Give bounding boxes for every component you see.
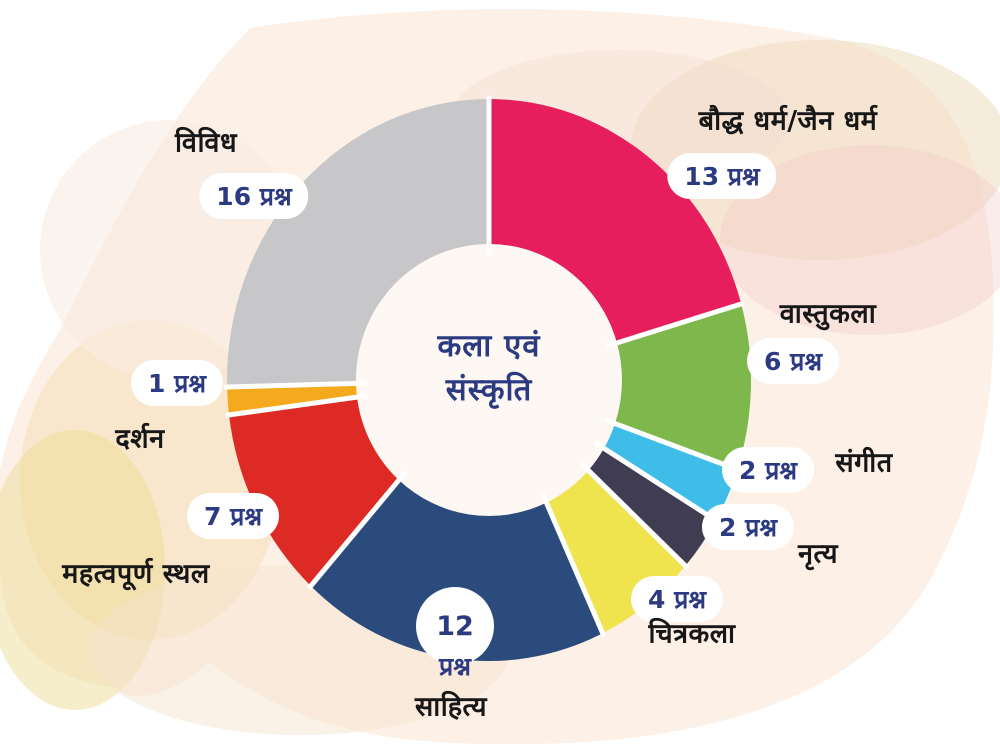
segment-separator — [606, 300, 745, 349]
donut-segment-dance — [588, 448, 716, 566]
label-philosophy: दर्शन — [115, 423, 165, 455]
donut-segment-literature — [310, 479, 603, 662]
watermark-patch — [630, 40, 1000, 260]
label-miscellaneous: विविध — [174, 127, 238, 159]
donut-hole — [356, 244, 622, 516]
segment-separator — [223, 380, 367, 390]
badge-literature-count: 12 — [416, 587, 494, 665]
badge-literature-unit: प्रश्न — [439, 652, 471, 681]
segment-separator — [539, 491, 607, 638]
label-dance: नृत्य — [798, 538, 838, 570]
label-music: संगीत — [835, 447, 893, 479]
donut-segment-miscellaneous — [227, 99, 490, 387]
label-painting: चित्रकला — [648, 618, 736, 650]
donut-segment-philosophy — [227, 383, 357, 415]
label-important-places: महत्वपूर्ण स्थल — [62, 558, 210, 590]
watermark-patch — [720, 145, 1000, 335]
badge-miscellaneous: 16 प्रश्न — [199, 173, 309, 219]
segment-separator — [604, 417, 742, 473]
donut-segment-important-places — [229, 396, 399, 586]
donut-segment-buddhism-jainism — [489, 99, 742, 344]
donut-segment-architecture — [615, 303, 752, 470]
badge-music: 2 प्रश्न — [722, 447, 814, 493]
badge-important-places: 7 प्रश्न — [187, 493, 279, 539]
badge-buddhism-jainism: 13 प्रश्न — [667, 153, 777, 199]
donut-segment-music — [604, 423, 738, 521]
chart-center-title: कला एवं संस्कृति — [437, 324, 540, 412]
center-title-line2: संस्कृति — [445, 372, 533, 408]
center-title-line1: कला एवं — [437, 327, 541, 364]
label-literature: साहित्य — [414, 691, 488, 723]
badge-architecture: 6 प्रश्न — [747, 338, 839, 384]
segment-separator — [593, 440, 720, 525]
segment-separator — [225, 393, 368, 418]
segment-separator — [578, 461, 690, 570]
label-architecture: वास्तुकला — [779, 298, 877, 330]
badge-philosophy: 1 प्रश्न — [131, 360, 223, 406]
segment-separator — [306, 470, 408, 591]
badge-dance: 2 प्रश्न — [702, 504, 794, 550]
badge-painting: 4 प्रश्न — [631, 576, 723, 622]
label-buddhism-jainism: बौद्ध धर्म/जैन धर्म — [698, 105, 878, 137]
